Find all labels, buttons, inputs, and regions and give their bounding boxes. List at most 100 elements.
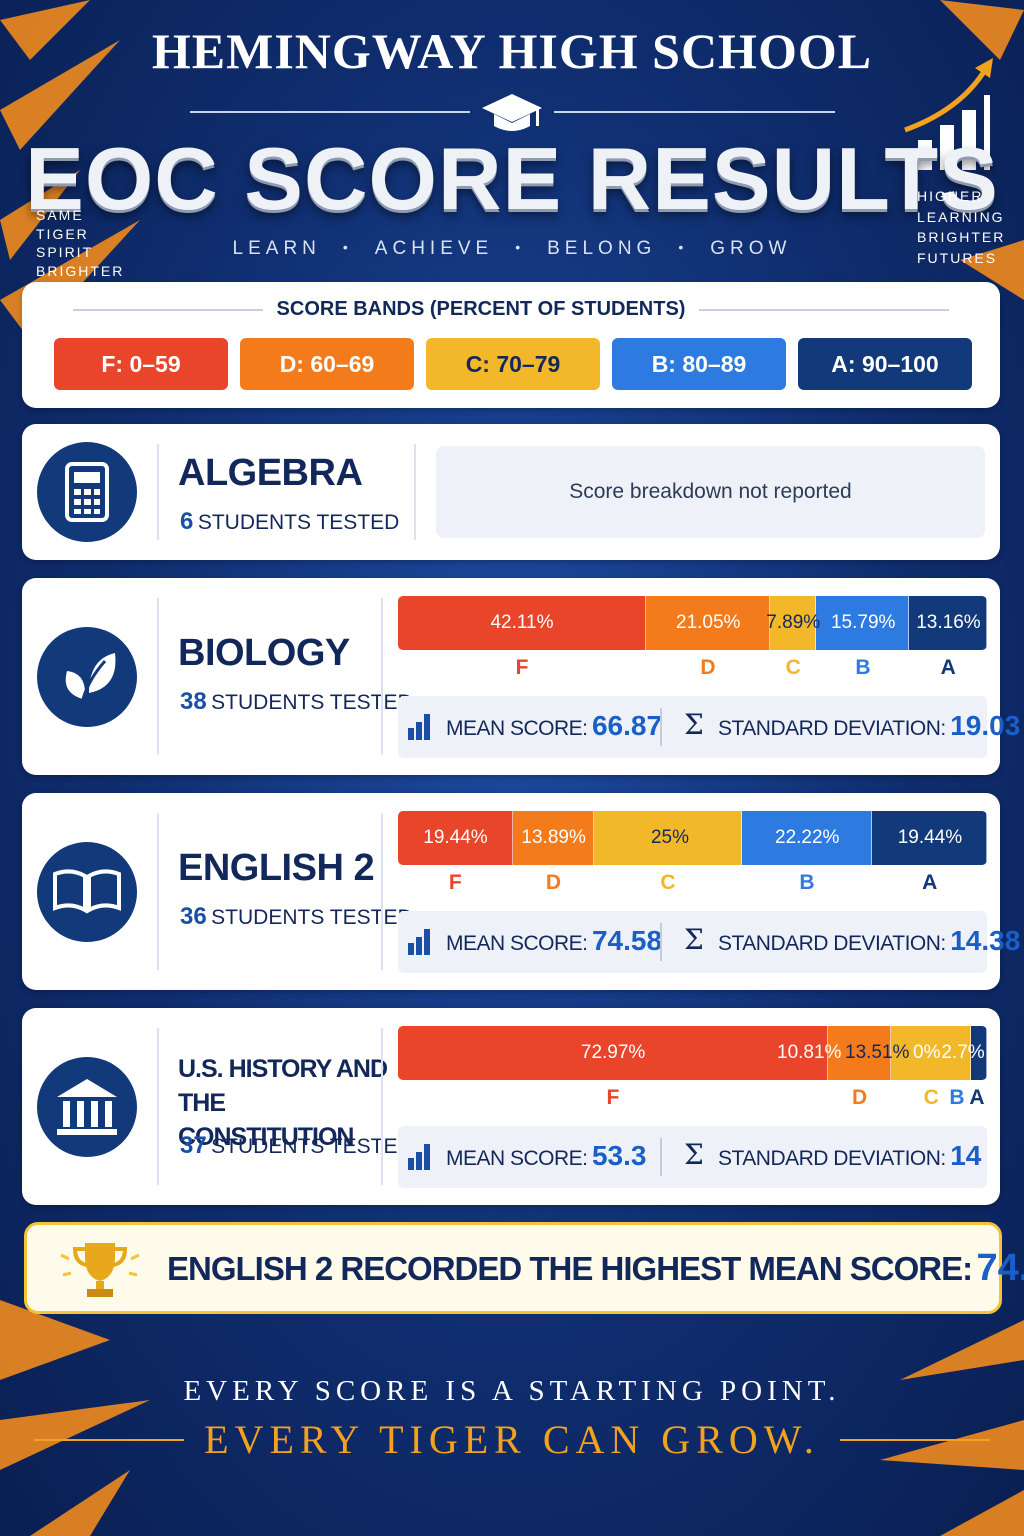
headline: EOC SCORE RESULTS xyxy=(25,129,999,228)
subject-card: ALGEBRA 6 STUDENTS TESTED Score breakdown … xyxy=(22,424,1000,560)
sd-row: STANDARD DEVIATION: 14.38 xyxy=(718,925,1020,957)
separator: • xyxy=(678,239,689,255)
school-title: HEMINGWAY HIGH SCHOOL xyxy=(151,23,873,79)
sigma-icon: Σ xyxy=(684,1138,704,1171)
highlight-text: ENGLISH 2 RECORDED THE HIGHEST MEAN SCOR… xyxy=(167,1250,973,1287)
mean-label: MEAN SCORE: xyxy=(446,932,588,955)
motto-line: BRIGHTER xyxy=(917,229,1006,245)
rule xyxy=(699,308,950,311)
grade-letter: B xyxy=(799,871,815,894)
divider xyxy=(381,1028,383,1185)
bar-segment xyxy=(594,811,742,865)
bar-icon-part xyxy=(408,943,414,955)
rule xyxy=(72,308,263,311)
motto-line: BRIGHTER xyxy=(36,262,125,279)
grade-letter: D xyxy=(700,656,716,679)
legend-title-row: SCORE BANDS (PERCENT OF STUDENTS) xyxy=(22,298,1000,321)
mean-label: MEAN SCORE: xyxy=(446,1147,588,1170)
mean-row: MEAN SCORE: 53.3 xyxy=(446,1140,646,1172)
segment-label: 42.11% xyxy=(490,612,554,633)
grade-letter: A xyxy=(969,1086,985,1109)
bar-segment xyxy=(971,1026,987,1080)
segment-label: 7.89% xyxy=(766,612,821,633)
stats-box: MEAN SCORE: 53.3 Σ STANDARD DEVIATION: 14 xyxy=(398,1126,987,1188)
bar-icon xyxy=(408,1144,434,1170)
bar-icon xyxy=(408,929,434,955)
segment-label: 19.44% xyxy=(423,827,488,848)
sd-row: STANDARD DEVIATION: 14 xyxy=(718,1140,981,1172)
divider xyxy=(157,813,159,970)
bar-segment xyxy=(770,596,817,650)
sd-value: 14 xyxy=(950,1140,982,1171)
grade-letter: B xyxy=(949,1086,965,1109)
grade-letter: C xyxy=(660,871,676,894)
motto-line: SAME xyxy=(36,207,84,223)
segment-label: 2.7% xyxy=(941,1042,985,1063)
stacked-bar xyxy=(398,1026,987,1080)
grade-letter: C xyxy=(785,656,801,679)
tested-count: 37 xyxy=(180,1132,207,1159)
sd-label: STANDARD DEVIATION: xyxy=(718,932,946,955)
highlight-box: ENGLISH 2 RECORDED THE HIGHEST MEAN SCOR… xyxy=(24,1222,1024,1314)
subject-name: ALGEBRA xyxy=(178,452,363,494)
bar-icon-part xyxy=(416,1152,422,1170)
bar-segment xyxy=(741,811,873,865)
bar-segment xyxy=(827,1026,892,1080)
segment-label: 13.51% xyxy=(845,1042,910,1063)
divider xyxy=(414,444,416,540)
sd-value: 19.03 xyxy=(950,710,1021,741)
subject-name: BIOLOGY xyxy=(178,632,350,674)
grade-letter: D xyxy=(852,1086,868,1109)
band-chip: A: 90–100 xyxy=(798,338,972,390)
mean-row: MEAN SCORE: 66.87 xyxy=(446,710,662,742)
bar-icon-part xyxy=(424,714,430,740)
mean-value: 66.87 xyxy=(591,710,663,741)
bar-icon-part xyxy=(408,728,414,740)
stacked-bar xyxy=(398,811,987,865)
bar-segment xyxy=(646,596,770,650)
bar-icon xyxy=(408,714,434,740)
divider xyxy=(157,1028,159,1185)
rule xyxy=(34,1438,185,1441)
band-chip: D: 60–69 xyxy=(240,338,414,390)
footer-row: EVERY TIGER CAN GROW. xyxy=(0,1416,1024,1463)
stacked-bar xyxy=(398,596,987,650)
segment-label: 19.44% xyxy=(897,827,963,848)
bar-segment xyxy=(512,811,595,865)
mean-value: 74.58 xyxy=(591,925,663,956)
tested-count: 38 xyxy=(180,688,207,715)
segment-label: 0% xyxy=(913,1042,941,1063)
right-motto: HIGHER LEARNING BRIGHTER FUTURES xyxy=(917,186,1005,268)
sd-label: STANDARD DEVIATION: xyxy=(718,717,946,740)
grade-letter: A xyxy=(922,871,938,894)
subject-icon xyxy=(37,626,137,727)
sd-label: STANDARD DEVIATION: xyxy=(718,1147,946,1170)
tagline: LEARN • ACHIEVE • BELONG • GROW xyxy=(0,238,1024,260)
motto-line: HIGHER xyxy=(917,188,984,204)
band-chip: B: 80–89 xyxy=(612,338,786,390)
mean-value: 53.3 xyxy=(591,1140,647,1171)
bar-icon-part xyxy=(424,1144,430,1170)
bar-segment xyxy=(398,811,513,865)
motto-line: SPIRIT xyxy=(36,244,94,260)
subject-card: ENGLISH 2 36 STUDENTS TESTED 19.44% 13.89% 2… xyxy=(22,793,1020,990)
tested-row: 36 STUDENTS TESTED xyxy=(180,903,413,931)
legend-title: SCORE BANDS (PERCENT OF STUDENTS) xyxy=(276,298,686,320)
segment-label: 25% xyxy=(650,827,689,848)
segment-label: 72.97% xyxy=(580,1042,646,1063)
bar-icon-part xyxy=(416,722,422,740)
motto-line: TIGER xyxy=(36,225,89,242)
subject-icon xyxy=(37,1056,137,1157)
bar-segment xyxy=(398,1026,828,1080)
tested-count: 36 xyxy=(180,903,207,930)
motto-line: FUTURES xyxy=(917,249,998,266)
segment-label: 15.79% xyxy=(830,612,896,633)
tagline-word: GROW xyxy=(710,238,792,259)
segment-label: 13.89% xyxy=(521,827,586,848)
bar-segment xyxy=(398,596,647,650)
bar-icon-part xyxy=(424,929,430,955)
bar-segment xyxy=(891,1026,972,1080)
separator: • xyxy=(342,239,353,255)
subject-icon xyxy=(37,841,137,942)
